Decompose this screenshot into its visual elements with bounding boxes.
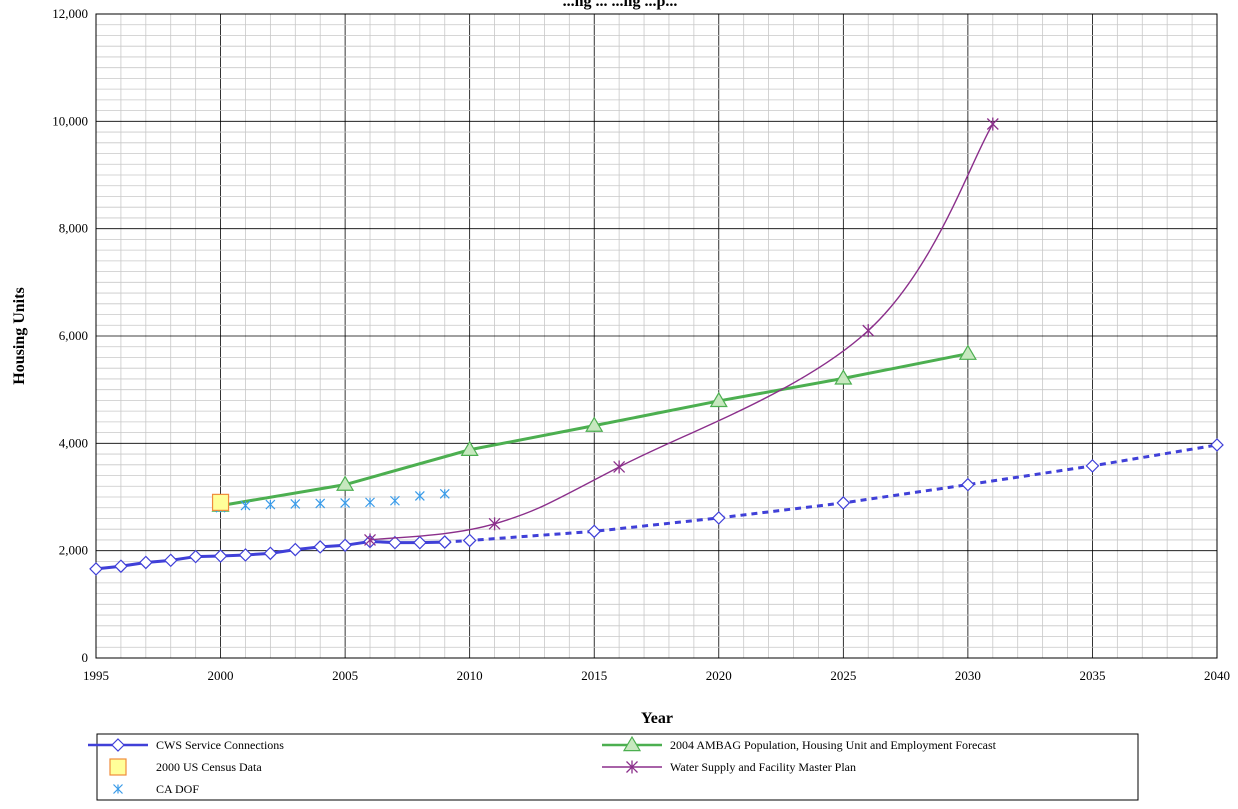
data-point: [338, 538, 352, 553]
grid-layer: [95, 13, 1218, 659]
data-point: [414, 491, 425, 501]
series-line: [369, 123, 994, 541]
legend-label: 2000 US Census Data: [156, 760, 262, 774]
legend-marker: [111, 738, 125, 752]
legend-item: 2004 AMBAG Population, Housing Unit and …: [602, 735, 997, 752]
chart-title: ...ng ... ...ng ...p...: [563, 0, 678, 10]
legend-label: CWS Service Connections: [156, 738, 284, 752]
data-point: [315, 498, 326, 509]
y-tick-label: 10,000: [52, 113, 88, 128]
legend-marker: [113, 784, 123, 794]
data-point: [709, 391, 728, 408]
data-point: [188, 549, 203, 564]
x-tick-label: 2020: [706, 668, 732, 683]
y-tick-label: 2,000: [59, 543, 88, 558]
data-point: [587, 524, 602, 539]
series-layer: [89, 117, 1224, 576]
data-point: [114, 559, 128, 574]
legend-label: 2004 AMBAG Population, Housing Unit and …: [670, 738, 997, 752]
series-2000-us-census-data: [211, 493, 230, 511]
x-tick-label: 2005: [332, 668, 358, 683]
legend: CWS Service Connections 2004 AMBAG Popula…: [88, 733, 1139, 801]
data-point: [365, 497, 375, 508]
x-tick-label: 2025: [830, 668, 856, 683]
x-tick-label: 1995: [83, 668, 109, 683]
data-point: [460, 440, 479, 456]
series-cws-service-connections-projected-: [437, 438, 1224, 549]
plot-area-border: [95, 13, 1218, 659]
data-point: [211, 493, 230, 511]
data-point: [613, 460, 626, 474]
data-point: [240, 500, 251, 511]
legend-items: CWS Service Connections 2004 AMBAG Popula…: [88, 735, 997, 796]
y-tick-label: 12,000: [52, 6, 88, 21]
data-point: [238, 548, 253, 562]
data-point: [437, 535, 452, 549]
data-point: [1210, 438, 1224, 452]
data-point: [163, 553, 178, 568]
series-cws-service-connections: [89, 534, 452, 576]
legend-item: CWS Service Connections: [88, 738, 284, 752]
data-point: [412, 535, 427, 550]
y-tick-label: 4,000: [59, 435, 88, 450]
x-tick-label: 2035: [1079, 668, 1105, 683]
data-point: [1085, 459, 1100, 473]
data-point: [836, 496, 851, 510]
data-point: [263, 546, 278, 561]
data-point: [862, 324, 875, 338]
legend-marker: [626, 760, 638, 774]
series-water-supply-and-facility-master-plan: [364, 117, 999, 547]
data-point: [488, 517, 501, 531]
data-point: [265, 499, 276, 510]
data-point: [834, 369, 853, 385]
x-tick-label: 2010: [457, 668, 483, 683]
data-point: [958, 344, 977, 360]
data-point: [585, 416, 604, 432]
y-tick-label: 8,000: [59, 221, 88, 236]
data-point: [364, 533, 376, 547]
x-tick-label: 2000: [208, 668, 234, 683]
data-point: [336, 475, 355, 491]
legend-label: Water Supply and Facility Master Plan: [670, 760, 856, 774]
data-point: [986, 117, 999, 131]
legend-item: 2000 US Census Data: [109, 758, 262, 776]
x-tick-label: 2040: [1204, 668, 1230, 683]
data-point: [290, 499, 301, 509]
x-tick-label: 2015: [581, 668, 607, 683]
y-tick-label: 0: [82, 650, 89, 665]
data-point: [390, 495, 400, 506]
x-axis-title: Year: [641, 710, 673, 727]
y-axis-title: Housing Units: [11, 287, 28, 384]
data-point: [961, 477, 975, 492]
data-point: [462, 533, 477, 548]
data-point: [711, 511, 726, 525]
data-point: [138, 555, 153, 570]
legend-marker: [622, 735, 642, 752]
legend-item: CA DOF: [113, 782, 199, 796]
data-point: [313, 540, 328, 554]
x-tick-label: 2030: [955, 668, 981, 683]
legend-item: Water Supply and Facility Master Plan: [602, 760, 856, 774]
data-point: [89, 562, 103, 576]
data-point: [340, 497, 351, 508]
data-point: [439, 488, 450, 499]
legend-label: CA DOF: [156, 782, 199, 796]
y-tick-label: 6,000: [59, 328, 88, 343]
legend-marker: [109, 758, 127, 776]
data-point: [288, 542, 303, 557]
data-point: [388, 535, 402, 550]
series-line: [444, 443, 1218, 544]
data-point: [213, 549, 228, 563]
tick-labels: 1995 2000 2005 2010 2015 2020 2025 2030 2035 2040…: [52, 6, 1230, 683]
